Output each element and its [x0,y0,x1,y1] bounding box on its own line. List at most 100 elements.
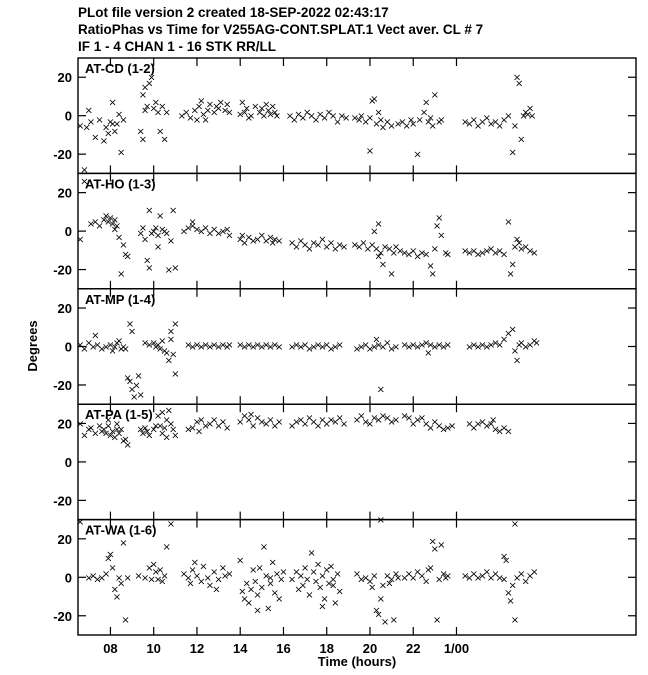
data-point: × [160,227,168,238]
data-point: × [108,346,116,357]
data-point: × [435,575,443,586]
data-point: × [145,79,153,90]
data-point: × [217,98,225,109]
data-point: × [275,342,283,353]
data-point: × [236,109,244,120]
data-point: × [188,423,196,434]
data-point: × [470,569,478,580]
data-point: × [167,519,175,530]
data-point: × [210,415,218,426]
data-point: × [139,223,147,234]
data-point: × [113,338,121,349]
data-point: × [249,565,257,576]
data-point: × [186,113,194,124]
panel-1-ytick-label: 20 [58,70,72,85]
data-point: × [353,569,361,580]
data-point: × [288,238,296,249]
data-point: × [522,577,530,588]
data-point: × [435,213,443,224]
data-point: × [323,242,331,253]
data-point: × [383,117,391,128]
data-point: × [121,250,129,261]
data-point: × [500,115,508,126]
data-point: × [372,605,380,616]
data-point: × [262,571,270,582]
data-point: × [405,250,413,261]
data-point: × [500,334,508,345]
panel-3-ytick-label: -20 [53,378,72,393]
data-point: × [310,238,318,249]
data-point: × [89,571,97,582]
data-point: × [156,211,164,222]
data-point: × [76,517,84,528]
data-point: × [165,355,173,366]
data-point: × [327,415,335,426]
data-point: × [147,73,155,84]
data-point: × [93,340,101,351]
data-point: × [370,413,378,424]
data-point: × [437,540,445,551]
data-point: × [91,429,99,440]
data-point: × [137,390,145,401]
data-point: × [85,425,93,436]
data-point: × [303,107,311,118]
data-point: × [121,615,129,626]
data-point: × [113,592,121,603]
data-point: × [137,127,145,138]
data-point: × [219,227,227,238]
data-point: × [336,240,344,251]
data-point: × [225,230,233,241]
data-point: × [461,571,469,582]
data-point: × [526,246,534,257]
panel-3-ytick-label: 20 [58,301,72,316]
data-point: × [331,417,339,428]
data-point: × [461,117,469,128]
data-point: × [478,571,486,582]
panel-1-ytick-label: -20 [53,147,72,162]
data-point: × [152,223,160,234]
data-point: × [117,579,125,590]
data-point: × [156,565,164,576]
data-point: × [504,111,512,122]
data-point: × [145,205,153,216]
data-point: × [290,115,298,126]
data-point: × [91,217,99,228]
data-point: × [167,419,175,430]
data-point: × [374,415,382,426]
panel-4-ytick-label: 20 [58,416,72,431]
data-point: × [115,232,123,243]
data-point: × [470,246,478,257]
data-point: × [106,430,114,441]
data-point: × [85,105,93,116]
data-point: × [253,590,261,601]
data-point: × [255,563,263,574]
data-point: × [162,107,170,118]
data-point: × [184,223,192,234]
data-point: × [193,225,201,236]
data-point: × [258,230,266,241]
data-point: × [82,123,90,134]
data-point: × [167,236,175,247]
panel-5-ytick-label: -20 [53,609,72,624]
data-point: × [154,107,162,118]
data-point: × [106,117,114,128]
data-point: × [355,115,363,126]
data-point: × [496,340,504,351]
data-point: × [288,421,296,432]
x-axis-label: Time (hours) [318,654,397,669]
data-point: × [422,419,430,430]
data-point: × [444,571,452,582]
data-point: × [184,340,192,351]
data-point: × [355,242,363,253]
data-point: × [496,121,504,132]
data-point: × [387,575,395,586]
data-point: × [379,342,387,353]
data-point: × [390,615,398,626]
data-point: × [383,338,391,349]
data-point: × [385,244,393,255]
data-point: × [162,542,170,553]
data-point: × [204,105,212,116]
data-point: × [413,567,421,578]
data-point: × [106,340,114,351]
data-point: × [524,109,532,120]
